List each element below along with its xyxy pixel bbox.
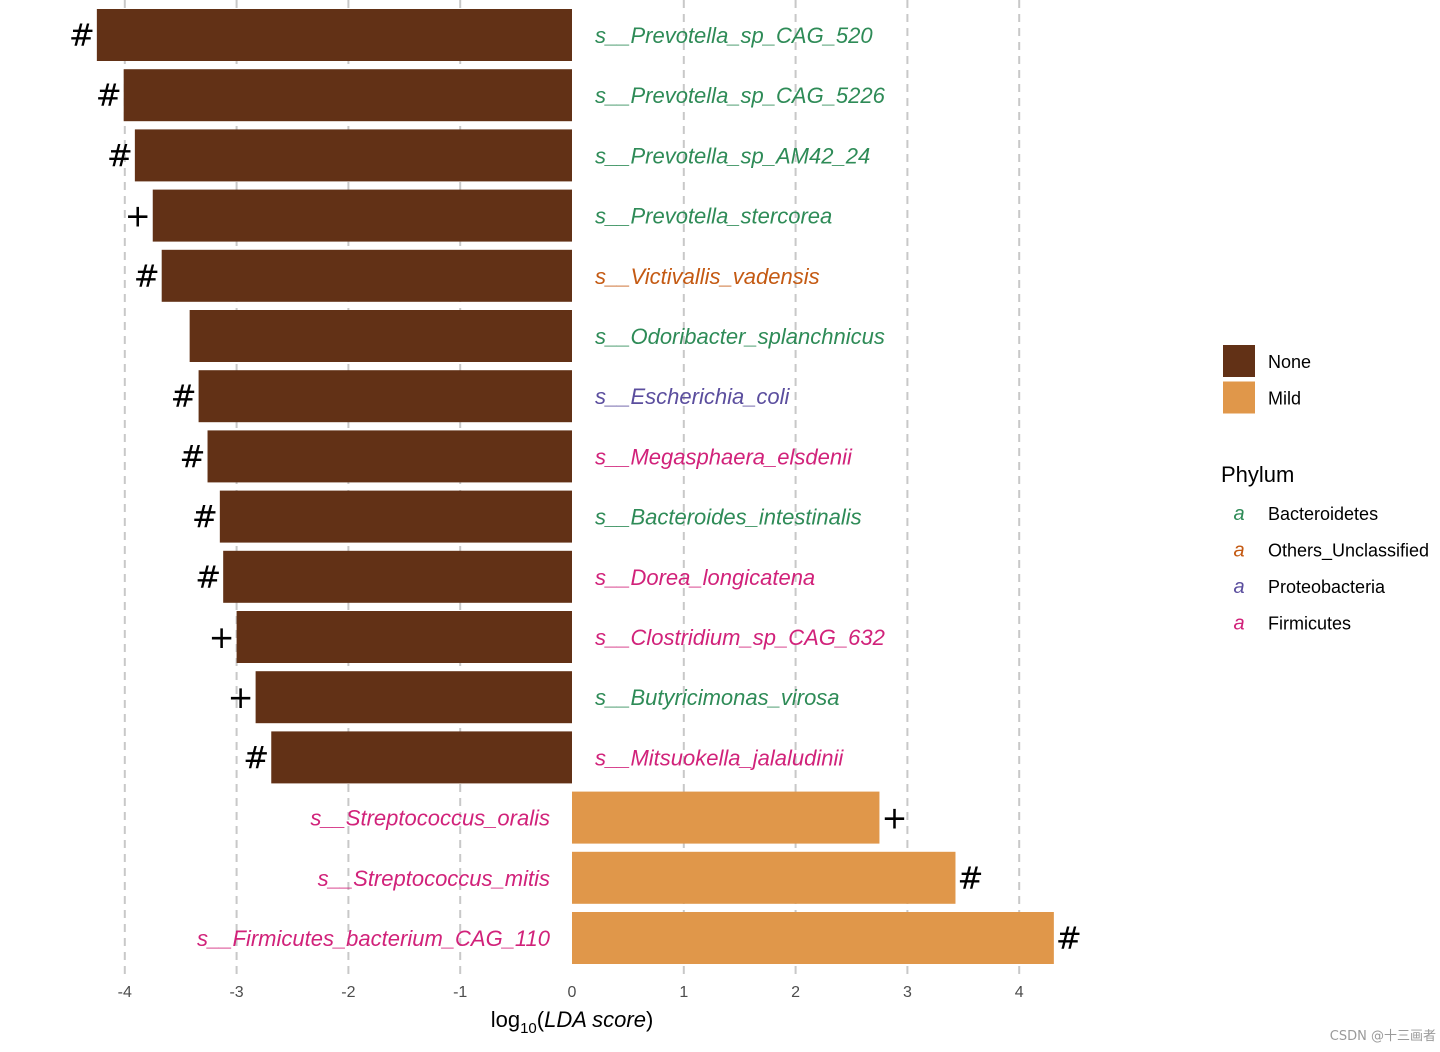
tick-label: -1 bbox=[453, 984, 467, 1001]
tick-label: -2 bbox=[341, 984, 355, 1001]
significance-marker: # bbox=[134, 259, 160, 295]
significance-marker: + bbox=[228, 680, 254, 716]
significance-marker: + bbox=[209, 620, 235, 656]
significance-marker: # bbox=[180, 439, 206, 475]
bars bbox=[96, 9, 1054, 964]
legend-label: None bbox=[1268, 352, 1311, 372]
bar bbox=[152, 189, 572, 242]
taxon-label: s__Mitsuokella_jalaludinii bbox=[595, 745, 844, 770]
legend-glyph: a bbox=[1233, 576, 1244, 598]
bar bbox=[572, 912, 1054, 964]
phylum-legend-title: Phylum bbox=[1221, 462, 1294, 487]
significance-marker: # bbox=[195, 560, 221, 596]
legend-swatch bbox=[1223, 381, 1255, 414]
bar bbox=[255, 671, 572, 724]
significance-markers: ###+#####++#+## bbox=[69, 18, 1082, 957]
legend-glyph: a bbox=[1233, 540, 1244, 562]
legend-label: Bacteroidetes bbox=[1268, 504, 1378, 524]
bar bbox=[123, 69, 572, 122]
taxon-label: s__Dorea_longicatena bbox=[595, 565, 815, 590]
significance-marker: + bbox=[881, 801, 907, 837]
legend-label: Others_Unclassified bbox=[1268, 541, 1429, 562]
significance-marker: # bbox=[96, 78, 122, 114]
tick-label: -3 bbox=[229, 984, 243, 1001]
legend-swatch bbox=[1223, 345, 1255, 377]
bar bbox=[96, 9, 572, 61]
tick-label: 2 bbox=[791, 984, 800, 1001]
significance-marker: # bbox=[192, 500, 218, 536]
significance-marker: # bbox=[1056, 921, 1082, 957]
significance-marker: # bbox=[69, 18, 95, 54]
taxon-label: s__Odoribacter_splanchnicus bbox=[595, 324, 885, 349]
taxon-label: s__Prevotella_sp_AM42_24 bbox=[595, 143, 870, 168]
x-axis-title-close-paren: ) bbox=[646, 1007, 653, 1032]
significance-marker: # bbox=[107, 138, 133, 174]
taxon-label: s__Victivallis_vadensis bbox=[595, 264, 820, 289]
taxon-label: s__Clostridium_sp_CAG_632 bbox=[595, 625, 885, 650]
taxon-label: s__Streptococcus_mitis bbox=[318, 866, 550, 891]
taxon-label: s__Streptococcus_oralis bbox=[310, 806, 550, 831]
taxon-label: s__Butyricimonas_virosa bbox=[595, 685, 840, 710]
x-axis-title-prefix: log bbox=[491, 1007, 520, 1032]
bar bbox=[223, 550, 572, 603]
bar bbox=[161, 249, 572, 302]
x-axis-title-subscript: 10 bbox=[520, 1020, 537, 1037]
bar bbox=[572, 851, 956, 904]
x-axis-title-open-paren: ( bbox=[537, 1007, 545, 1032]
taxon-label: s__Megasphaera_elsdenii bbox=[595, 444, 853, 469]
bar bbox=[189, 310, 573, 362]
bar bbox=[207, 430, 573, 483]
significance-marker: # bbox=[171, 379, 197, 415]
x-axis-title-italic: LDA score bbox=[544, 1007, 646, 1032]
taxon-label: s__Prevotella_sp_CAG_520 bbox=[595, 23, 873, 48]
legend-label: Proteobacteria bbox=[1268, 577, 1386, 597]
watermark: CSDN @十三画者 bbox=[1329, 1029, 1436, 1044]
bar bbox=[572, 791, 880, 844]
tick-label: 4 bbox=[1015, 984, 1024, 1001]
taxon-label: s__Firmicutes_bacterium_CAG_110 bbox=[197, 926, 551, 951]
bar bbox=[198, 370, 572, 423]
x-axis-ticks: -4 -3 -2 -1 0 1 2 3 4 bbox=[118, 984, 1024, 1001]
taxon-label: s__Prevotella_stercorea bbox=[595, 204, 832, 229]
legend-label: Mild bbox=[1268, 389, 1301, 409]
taxon-label: s__Bacteroides_intestinalis bbox=[595, 505, 862, 530]
tick-label: 0 bbox=[568, 984, 577, 1001]
significance-marker: # bbox=[243, 740, 269, 776]
bar bbox=[219, 490, 572, 543]
tick-label: 3 bbox=[903, 984, 912, 1001]
taxon-label: s__Escherichia_coli bbox=[595, 384, 791, 409]
legend-glyph: a bbox=[1233, 503, 1244, 525]
legend-label: Firmicutes bbox=[1268, 614, 1351, 634]
bar bbox=[134, 129, 572, 182]
taxon-label: s__Prevotella_sp_CAG_5226 bbox=[595, 83, 886, 108]
x-axis-title: log10(LDA score) bbox=[491, 1007, 654, 1037]
tick-label: 1 bbox=[679, 984, 688, 1001]
significance-marker: + bbox=[125, 199, 151, 235]
bar bbox=[271, 731, 572, 784]
legend-glyph: a bbox=[1233, 613, 1244, 635]
significance-marker: # bbox=[957, 861, 983, 897]
bar bbox=[236, 611, 572, 663]
taxon-labels: s__Prevotella_sp_CAG_520 s__Prevotella_sp… bbox=[197, 23, 886, 951]
tick-label: -4 bbox=[118, 984, 132, 1001]
group-legend: None Mild bbox=[1223, 345, 1311, 414]
